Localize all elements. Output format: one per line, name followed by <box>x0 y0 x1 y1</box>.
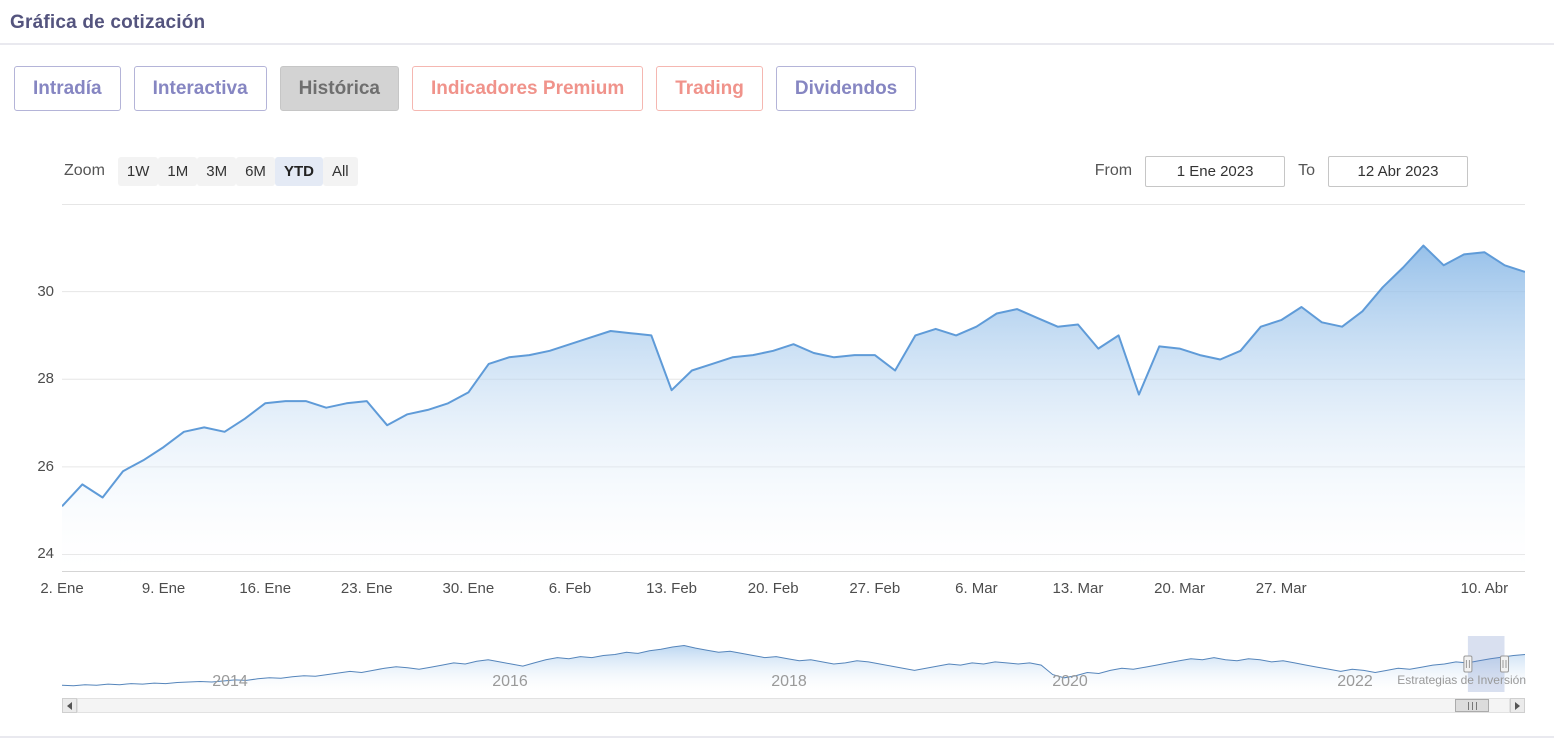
navigator-area-fill <box>62 645 1525 692</box>
tab-trading[interactable]: Trading <box>656 66 763 111</box>
scrollbar-right-arrow-icon[interactable] <box>1510 698 1525 713</box>
scrollbar-left-arrow-icon[interactable] <box>62 698 77 713</box>
chart-credit-link[interactable]: Estrategias de Inversión <box>1397 673 1526 687</box>
tab-indicadores-premium[interactable]: Indicadores Premium <box>411 66 644 111</box>
chart-mode-tabs: Intradía Interactiva Histórica Indicadores … <box>14 66 1554 111</box>
y-axis-label: 30 <box>37 282 54 300</box>
navigator-right-handle[interactable] <box>1500 655 1509 673</box>
zoom-group: Zoom 1W 1M 3M 6M YTD All <box>64 156 358 186</box>
navigator-year-label: 2018 <box>771 673 807 690</box>
navigator-selected-mask[interactable] <box>1467 636 1505 692</box>
x-axis-label: 6. Feb <box>548 580 592 597</box>
x-axis-label: 27. Mar <box>1255 580 1307 597</box>
zoom-button-3m[interactable]: 3M <box>197 156 237 186</box>
tab-interactiva[interactable]: Interactiva <box>133 66 267 111</box>
zoom-button-ytd[interactable]: YTD <box>274 156 323 186</box>
chart-scrollbar[interactable] <box>62 698 1525 713</box>
x-axis-label: 6. Mar <box>955 580 998 597</box>
price-line <box>62 244 1525 507</box>
tab-dividendos[interactable]: Dividendos <box>775 66 917 111</box>
price-area-chart[interactable] <box>62 204 1525 572</box>
x-axis-label: 20. Feb <box>747 580 799 597</box>
x-axis-label: 27. Feb <box>849 580 901 597</box>
x-axis-label: 10. Abr <box>1460 580 1509 597</box>
x-axis-label: 13. Feb <box>646 580 698 597</box>
from-date-input[interactable] <box>1145 155 1286 187</box>
zoom-button-1m[interactable]: 1M <box>158 156 198 186</box>
area-fill <box>62 245 1525 572</box>
x-axis-label: 30. Ene <box>442 580 495 597</box>
tab-intradia[interactable]: Intradía <box>14 66 121 111</box>
zoom-buttons: 1W 1M 3M 6M YTD All <box>117 156 358 186</box>
zoom-label: Zoom <box>64 162 105 179</box>
date-range-group: From To <box>1094 155 1468 187</box>
navigator-area: 2014 2016 2018 2020 2022 <box>0 636 1554 692</box>
x-axis-label: 13. Mar <box>1052 580 1104 597</box>
x-axis-label: 16. Ene <box>239 580 292 597</box>
y-axis-label: 26 <box>37 457 54 475</box>
scrollbar-thumb[interactable] <box>1455 699 1489 712</box>
y-axis-label: 24 <box>37 545 54 563</box>
page-title: Gráfica de cotización <box>10 12 206 33</box>
from-label: From <box>1094 162 1133 179</box>
zoom-button-1w[interactable]: 1W <box>117 156 159 186</box>
navigator-year-label: 2022 <box>1337 673 1373 690</box>
x-axis-label: 20. Mar <box>1154 580 1205 597</box>
x-axis-label: 2. Ene <box>40 580 84 597</box>
y-axis-label: 28 <box>37 370 54 388</box>
navigator-year-label: 2016 <box>492 673 528 690</box>
scrollbar-track[interactable] <box>77 698 1510 713</box>
x-axis-label: 23. Ene <box>340 580 393 597</box>
footer-divider <box>0 736 1554 738</box>
navigator-year-label: 2014 <box>212 673 248 690</box>
zoom-button-all[interactable]: All <box>322 156 358 186</box>
to-date-input[interactable] <box>1328 155 1468 187</box>
header-divider <box>0 43 1554 45</box>
to-label: To <box>1298 162 1315 179</box>
zoom-button-6m[interactable]: 6M <box>236 156 275 186</box>
navigator-year-label: 2020 <box>1052 673 1088 690</box>
tab-historica[interactable]: Histórica <box>279 66 399 111</box>
navigator-chart[interactable]: 2014 2016 2018 2020 2022 <box>62 636 1525 692</box>
scrollbar-grip-icon <box>1467 701 1477 710</box>
navigator-line <box>62 644 1525 687</box>
x-axis-label: 9. Ene <box>141 580 186 597</box>
navigator-left-handle[interactable] <box>1463 655 1473 673</box>
main-plot-area: 24 26 28 30 2. Ene 9. Ene 16. Ene 23. Ene 30. E… <box>0 204 1554 604</box>
